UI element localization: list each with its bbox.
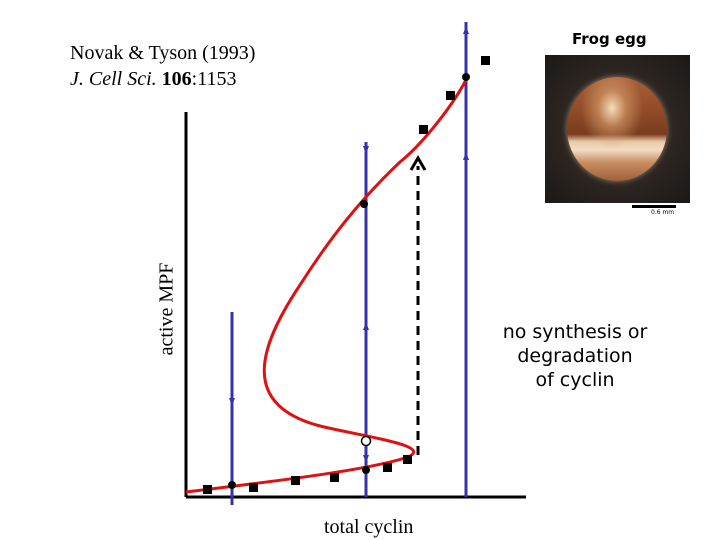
data-point-square <box>291 476 300 485</box>
scale-label: 0.6 mm <box>651 209 675 216</box>
citation-reference: J. Cell Sci. 106:1153 <box>70 66 255 92</box>
steady-state-curve <box>185 79 468 494</box>
stable-state-dot <box>462 73 470 81</box>
citation-pages: :1153 <box>191 68 237 90</box>
side-note: no synthesis or degradation of cyclin <box>470 320 680 392</box>
stable-state-dot <box>360 200 368 208</box>
citation-authors: Novak & Tyson (1993) <box>70 42 256 64</box>
frog-egg-image <box>567 77 667 181</box>
data-points <box>203 56 490 494</box>
scale-bar <box>632 205 676 208</box>
citation: Novak & Tyson (1993) J. Cell Sci. 106:11… <box>70 40 255 92</box>
data-point-square <box>249 483 258 492</box>
side-note-line: no synthesis or <box>502 321 648 343</box>
frog-egg-photo <box>545 55 690 203</box>
x-axis-label: total cyclin <box>324 516 414 538</box>
photo-label: Frog egg <box>572 30 647 48</box>
stable-state-dot <box>362 466 370 474</box>
data-point-square <box>330 473 339 482</box>
down-arrow-icon <box>229 398 235 406</box>
down-arrow-icon <box>363 455 369 463</box>
citation-volume: 106 <box>161 68 192 90</box>
up-arrow-icon <box>409 155 427 171</box>
up-arrow-icon <box>363 322 369 330</box>
citation-journal: J. Cell Sci. <box>70 68 157 90</box>
up-arrow-icon <box>463 26 469 34</box>
side-note-line: degradation <box>517 345 633 367</box>
data-point-square <box>419 125 428 134</box>
data-point-square <box>446 91 455 100</box>
down-arrow-icon <box>363 146 369 154</box>
unstable-state-dot <box>360 435 372 447</box>
side-note-line: of cyclin <box>535 369 615 391</box>
data-point-square <box>203 485 212 494</box>
up-arrow-icon <box>463 152 469 160</box>
data-point-square <box>383 463 392 472</box>
data-point-square <box>481 56 490 65</box>
y-axis-label: active MPF <box>155 262 178 356</box>
stable-state-dot <box>228 481 236 489</box>
data-point-square <box>403 455 412 464</box>
